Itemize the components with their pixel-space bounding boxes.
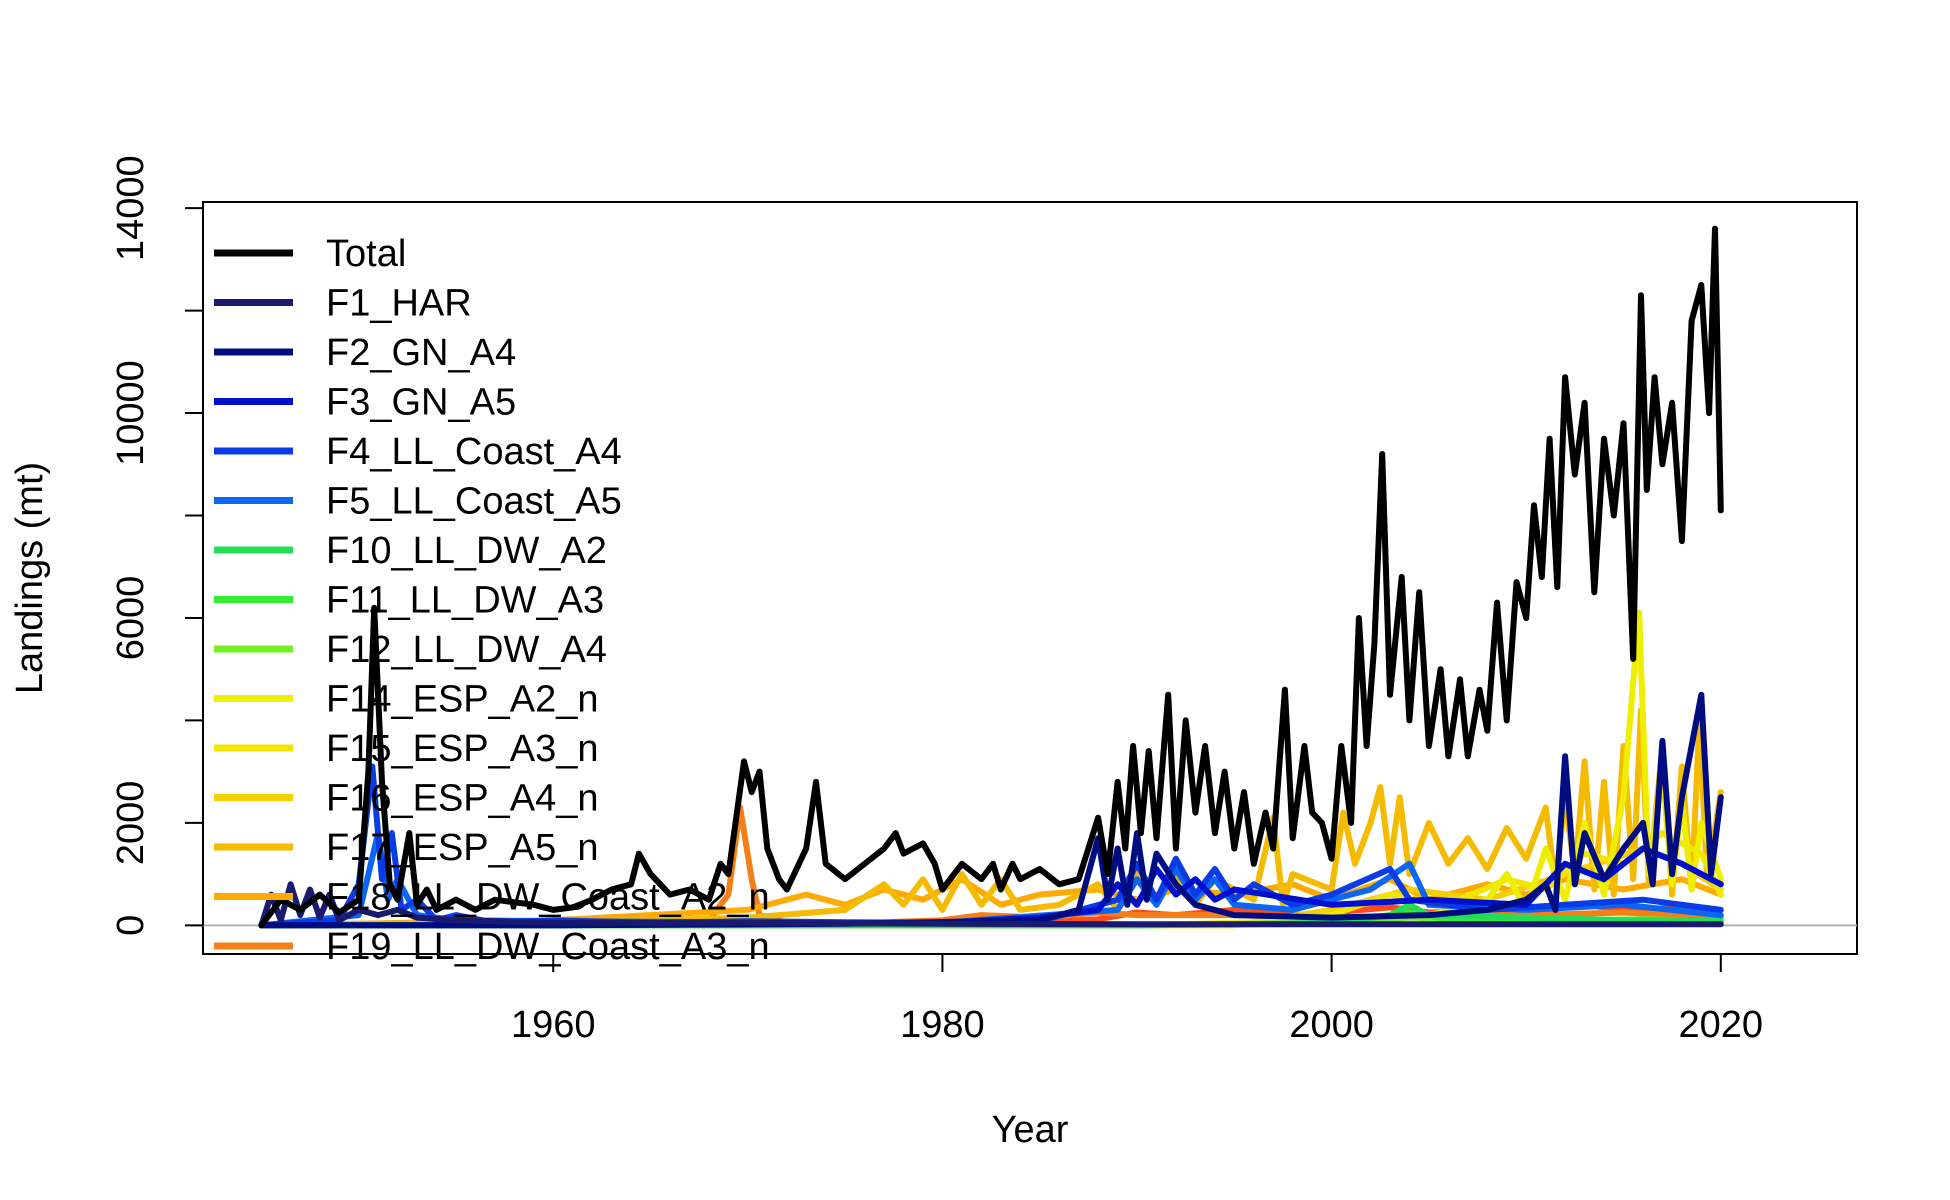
series-line-1 [258,225,1724,929]
legend: Total F1_HAR F2_GN_A4 F3_GN_A5 F4_LL_Coast_A… [214,233,770,968]
legend-label: F10_LL_DW_A2 [326,530,607,572]
y-tick-label: 10000 [110,360,152,466]
x-axis: 1960 1980 2000 2020 [511,953,1764,1046]
y-tick-label: 0 [110,915,152,936]
legend-label: Total [326,233,406,275]
y-tick-label: 6000 [110,576,152,661]
legend-label: F18_LL_DW_Coast_A2_n [326,877,770,919]
legend-label: F16_ESP_A4_n [326,778,599,820]
legend-label: F11_LL_DW_A3 [326,580,604,622]
legend-label: F5_LL_Coast_A5 [326,481,622,523]
legend-label: F15_ESP_A3_n [326,728,599,770]
legend-label: F19_LL_DW_Coast_A3_n [326,926,770,968]
legend-label: F17_ESP_A5_n [326,827,599,869]
legend-label: F14_ESP_A2_n [326,679,599,721]
y-axis-title: Landings (mt) [9,462,51,694]
series-line-2 [258,881,1724,929]
series-line-3 [258,691,1724,929]
x-tick-label: 2020 [1679,1004,1764,1046]
legend-label: F4_LL_Coast_A4 [326,431,622,473]
y-tick-label: 14000 [110,155,152,261]
y-tick-label: 2000 [110,781,152,866]
series-layer [258,225,1724,929]
x-axis-title: Year [992,1109,1069,1151]
legend-label: F12_LL_DW_A4 [326,629,607,671]
series-line-13 [258,707,1724,929]
legend-label: F1_HAR [326,283,472,325]
x-tick-label: 2000 [1289,1004,1374,1046]
legend-label: F2_GN_A4 [326,332,516,374]
x-tick-label: 1960 [511,1004,596,1046]
x-tick-label: 1980 [900,1004,985,1046]
legend-label: F3_GN_A5 [326,382,516,424]
y-axis: 0 2000 6000 10000 14000 [110,155,204,936]
